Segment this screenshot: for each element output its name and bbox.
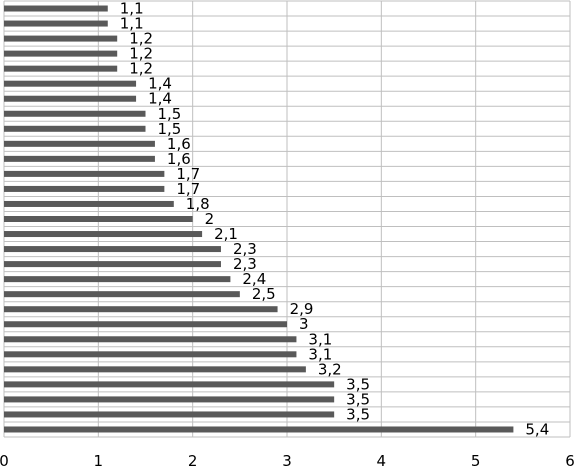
x-tick-label: 1	[94, 452, 104, 469]
bar	[4, 411, 335, 418]
bar-value-label: 3,2	[318, 360, 342, 378]
x-tick-label: 3	[282, 452, 292, 469]
bar	[4, 366, 306, 373]
x-axis-tick-labels: 0 1 2 3 4 5 6	[0, 452, 574, 469]
x-tick-label: 4	[377, 452, 387, 469]
x-tick-label: 2	[188, 452, 198, 469]
bar	[4, 185, 165, 192]
bar	[4, 291, 240, 298]
bar	[4, 321, 287, 328]
bar	[4, 396, 335, 403]
bar-value-label: 1,5	[158, 120, 182, 138]
bar-value-label: 2,4	[242, 270, 266, 288]
bar-value-label: 1,4	[148, 90, 172, 108]
bar	[4, 381, 335, 388]
bar-value-label: 2,9	[290, 300, 314, 318]
bar-value-label: 1,2	[129, 60, 153, 78]
bar-value-label: 1,8	[186, 195, 210, 213]
bar	[4, 216, 193, 222]
bar	[4, 200, 174, 207]
bar	[4, 5, 108, 12]
bar	[4, 110, 146, 117]
bar	[4, 231, 203, 238]
bar	[4, 351, 297, 358]
bar-value-label: 3,1	[308, 345, 332, 363]
bar-value-label: 3	[299, 315, 309, 333]
bar-value-label: 5,4	[525, 420, 549, 438]
bar-value-label: 2,1	[214, 225, 238, 243]
bar-value-label: 1,2	[129, 30, 153, 48]
grid-lines	[3, 0, 571, 438]
bar-value-label: 1,2	[129, 45, 153, 63]
bar-value-label: 2,5	[252, 285, 276, 303]
bar	[4, 95, 137, 102]
bar-series	[4, 5, 514, 433]
bar-value-label: 1,4	[148, 75, 172, 93]
bar	[4, 125, 146, 132]
bar-value-label: 1,6	[167, 150, 191, 168]
bar	[4, 155, 155, 162]
bar-value-label: 1,7	[176, 165, 200, 183]
bar-value-label: 3,1	[308, 330, 332, 348]
x-tick-label: 6	[565, 452, 574, 469]
x-tick-label: 0	[0, 452, 9, 469]
bar	[4, 426, 514, 433]
bar-value-label: 3,5	[346, 405, 370, 423]
bar	[4, 35, 118, 42]
bar	[4, 306, 278, 313]
bar-value-label: 1,6	[167, 135, 191, 153]
bar-value-label: 2,3	[233, 240, 257, 258]
bar-value-label: 3,5	[346, 390, 370, 408]
bar	[4, 261, 221, 268]
bar-value-label: 2	[205, 210, 215, 228]
bar	[4, 20, 108, 27]
bar-value-label: 1,7	[176, 180, 200, 198]
bar-value-label: 3,5	[346, 375, 370, 393]
bar-value-label: 1,1	[120, 0, 144, 18]
bar	[4, 336, 297, 343]
bar	[4, 80, 137, 87]
x-tick-label: 5	[471, 452, 481, 469]
bar	[4, 276, 231, 283]
bar-value-label: 1,1	[120, 15, 144, 33]
bar	[4, 140, 155, 147]
bar	[4, 50, 118, 57]
bar	[4, 246, 221, 253]
bar-value-label: 2,3	[233, 255, 257, 273]
bar-value-label: 1,5	[158, 105, 182, 123]
data-labels: 1,11,11,21,21,21,41,41,51,51,61,61,71,71…	[120, 0, 549, 438]
bar	[4, 65, 118, 72]
bar	[4, 170, 165, 177]
